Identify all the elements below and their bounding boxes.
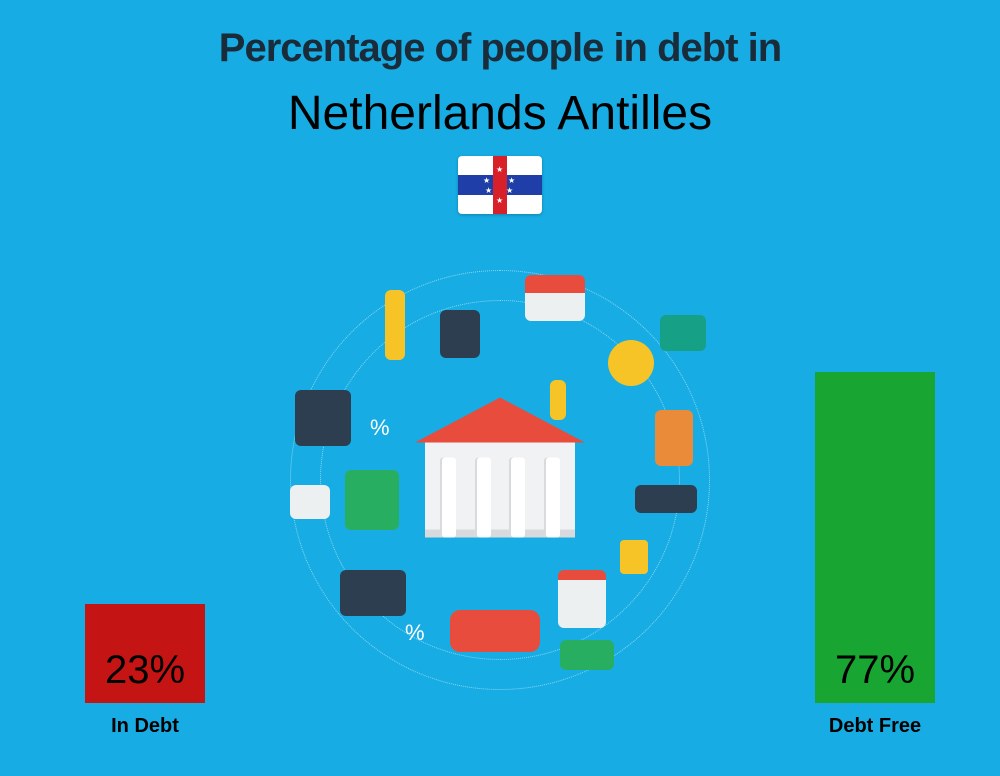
flag-star-icon: ★ bbox=[483, 177, 490, 185]
bank-column-icon bbox=[509, 458, 525, 538]
percent-icon: % bbox=[370, 415, 396, 441]
bar-debt-free: 77% Debt Free bbox=[800, 372, 950, 738]
bank-building-icon bbox=[415, 398, 585, 548]
wallet-icon bbox=[660, 315, 706, 351]
briefcase-icon bbox=[340, 570, 406, 616]
flag-star-icon: ★ bbox=[506, 187, 513, 195]
title-line-2: Netherlands Antilles bbox=[0, 86, 1000, 141]
cash-stack-icon bbox=[345, 470, 399, 530]
flag-star-icon: ★ bbox=[496, 166, 503, 174]
bar-label: In Debt bbox=[111, 715, 179, 738]
chart-icon bbox=[290, 485, 330, 519]
bar-in-debt: 23% In Debt bbox=[70, 604, 220, 738]
padlock-icon bbox=[620, 540, 648, 574]
safe-icon bbox=[295, 390, 351, 446]
clipboard-icon bbox=[558, 570, 606, 628]
bar-value: 23% bbox=[85, 648, 205, 693]
house-icon bbox=[525, 275, 585, 321]
bank-column-icon bbox=[440, 458, 456, 538]
flag-icon: ★ ★ ★ ★ ★ ★ bbox=[458, 156, 542, 214]
infographic-canvas: Percentage of people in debt in Netherla… bbox=[0, 0, 1000, 776]
phone-icon bbox=[655, 410, 693, 466]
bar-value: 77% bbox=[815, 648, 935, 693]
grad-cap-icon bbox=[635, 485, 697, 513]
key-icon bbox=[550, 380, 566, 420]
bank-column-icon bbox=[544, 458, 560, 538]
coins-icon bbox=[608, 340, 654, 386]
flag-star-icon: ★ bbox=[485, 187, 492, 195]
finance-illustration: % % bbox=[290, 270, 710, 690]
title-line-1: Percentage of people in debt in bbox=[0, 26, 1000, 71]
banknote-icon bbox=[560, 640, 614, 670]
bank-body-icon bbox=[425, 443, 575, 538]
flag-star-icon: ★ bbox=[508, 177, 515, 185]
car-icon bbox=[450, 610, 540, 652]
percent-icon: % bbox=[405, 620, 431, 646]
flag-star-icon: ★ bbox=[496, 197, 503, 205]
calculator-icon bbox=[440, 310, 480, 358]
caduceus-icon bbox=[385, 290, 405, 360]
bar-label: Debt Free bbox=[829, 715, 921, 738]
bar-rect: 23% bbox=[85, 604, 205, 703]
bank-column-icon bbox=[475, 458, 491, 538]
bar-rect: 77% bbox=[815, 372, 935, 703]
